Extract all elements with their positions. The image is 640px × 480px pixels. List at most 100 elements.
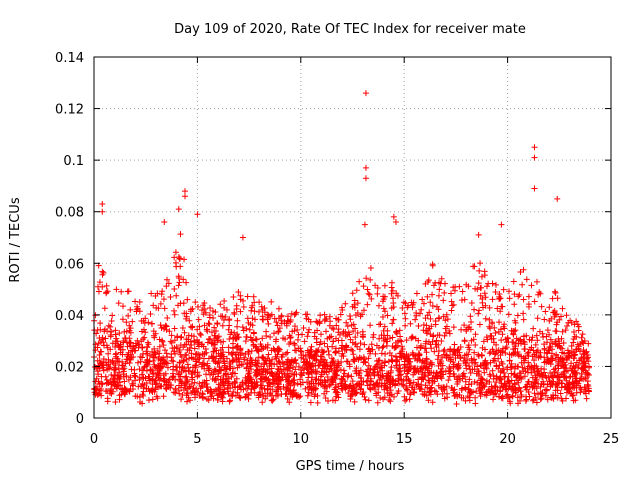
data-point bbox=[149, 396, 156, 403]
data-point bbox=[413, 382, 420, 389]
data-point bbox=[314, 348, 321, 355]
data-point bbox=[445, 377, 452, 384]
data-point bbox=[158, 291, 165, 298]
data-point bbox=[479, 299, 486, 306]
data-point bbox=[136, 299, 143, 306]
data-point bbox=[421, 345, 428, 352]
data-point bbox=[372, 282, 379, 289]
data-point bbox=[402, 397, 409, 404]
data-point bbox=[356, 354, 363, 361]
data-point bbox=[475, 351, 482, 358]
data-point bbox=[500, 345, 507, 352]
data-point bbox=[520, 266, 527, 273]
data-point bbox=[354, 330, 361, 337]
data-point bbox=[574, 341, 581, 348]
data-point bbox=[109, 388, 116, 395]
data-point bbox=[543, 359, 550, 366]
data-point bbox=[196, 323, 203, 330]
data-point bbox=[562, 327, 569, 334]
data-point bbox=[285, 381, 292, 388]
data-point bbox=[299, 331, 306, 338]
data-point bbox=[208, 340, 215, 347]
data-point bbox=[183, 341, 190, 348]
data-point bbox=[176, 376, 183, 383]
data-point bbox=[255, 308, 262, 315]
data-point bbox=[126, 335, 133, 342]
data-point bbox=[248, 336, 255, 343]
data-point bbox=[584, 378, 591, 385]
data-point bbox=[104, 388, 111, 395]
data-point bbox=[392, 339, 399, 346]
data-point bbox=[230, 349, 237, 356]
data-point bbox=[313, 335, 320, 342]
data-point bbox=[332, 397, 339, 404]
data-point bbox=[225, 380, 232, 387]
data-point bbox=[171, 307, 178, 314]
data-point bbox=[168, 332, 175, 339]
data-point bbox=[347, 393, 354, 400]
data-point bbox=[287, 318, 294, 325]
data-point bbox=[176, 279, 183, 286]
data-point bbox=[461, 338, 468, 345]
data-point bbox=[380, 343, 387, 350]
data-points bbox=[91, 90, 593, 407]
data-point bbox=[330, 338, 337, 345]
data-point bbox=[500, 286, 507, 293]
data-point bbox=[348, 373, 355, 380]
data-point bbox=[426, 325, 433, 332]
data-point bbox=[544, 339, 551, 346]
data-point bbox=[520, 296, 527, 303]
data-point bbox=[480, 338, 487, 345]
data-point bbox=[175, 254, 182, 261]
data-point bbox=[314, 399, 321, 406]
data-point bbox=[334, 362, 341, 369]
data-point bbox=[113, 335, 120, 342]
data-point bbox=[511, 291, 518, 298]
data-point bbox=[517, 388, 524, 395]
data-point bbox=[510, 278, 517, 285]
data-point bbox=[386, 335, 393, 342]
data-point bbox=[451, 361, 458, 368]
data-point bbox=[422, 340, 429, 347]
data-point bbox=[321, 340, 328, 347]
data-point bbox=[428, 345, 435, 352]
data-point bbox=[382, 350, 389, 357]
data-point bbox=[432, 341, 439, 348]
data-point bbox=[330, 326, 337, 333]
data-point bbox=[367, 276, 374, 283]
data-point bbox=[475, 231, 482, 238]
data-point bbox=[113, 353, 120, 360]
data-point bbox=[287, 359, 294, 366]
data-point bbox=[338, 359, 345, 366]
data-point bbox=[330, 377, 337, 384]
data-point bbox=[478, 284, 485, 291]
data-point bbox=[570, 339, 577, 346]
data-point bbox=[209, 308, 216, 315]
data-point bbox=[426, 377, 433, 384]
data-point bbox=[389, 380, 396, 387]
data-point bbox=[553, 328, 560, 335]
data-point bbox=[126, 388, 133, 395]
data-point bbox=[486, 371, 493, 378]
data-point bbox=[297, 376, 304, 383]
data-point bbox=[234, 317, 241, 324]
data-point bbox=[177, 231, 184, 238]
data-point bbox=[239, 234, 246, 241]
data-point bbox=[229, 357, 236, 364]
data-point bbox=[530, 325, 537, 332]
data-point bbox=[247, 359, 254, 366]
data-point bbox=[521, 373, 528, 380]
data-point bbox=[423, 360, 430, 367]
data-point bbox=[231, 311, 238, 318]
data-point bbox=[140, 392, 147, 399]
data-point bbox=[154, 290, 161, 297]
data-point bbox=[343, 358, 350, 365]
data-point bbox=[144, 339, 151, 346]
data-point bbox=[401, 393, 408, 400]
data-point bbox=[326, 334, 333, 341]
data-point bbox=[182, 385, 189, 392]
data-point bbox=[486, 304, 493, 311]
data-point bbox=[278, 313, 285, 320]
data-point bbox=[146, 373, 153, 380]
data-point bbox=[156, 350, 163, 357]
